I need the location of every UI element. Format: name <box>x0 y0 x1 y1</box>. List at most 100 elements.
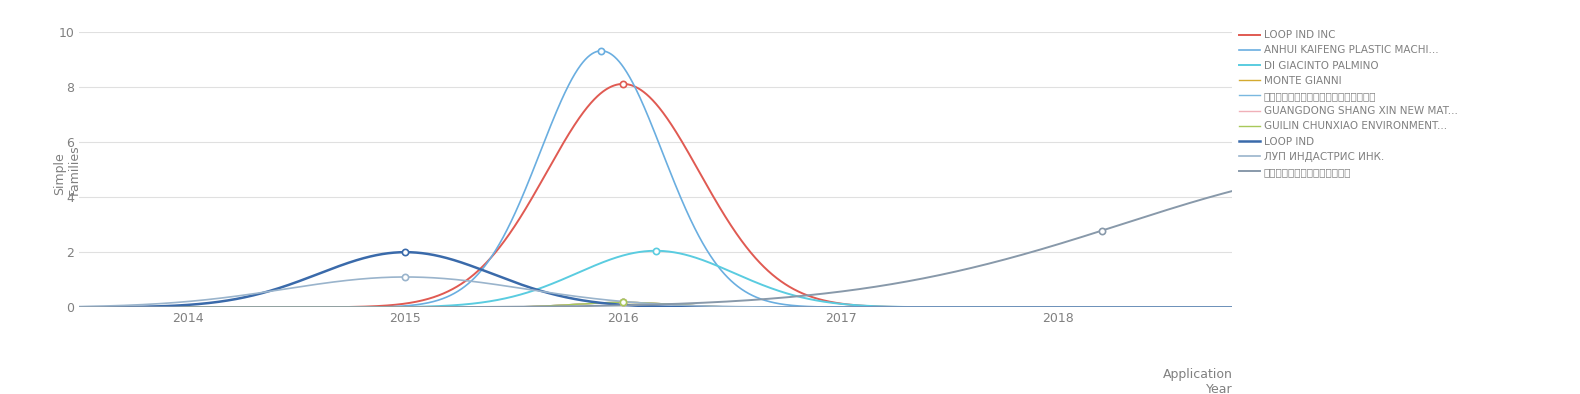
MONTE GIANNI <box>1223 305 1242 310</box>
江门市新会区双水益浩经济发展有限公司 <box>1223 305 1242 310</box>
ANHUI KAIFENG PLASTIC MACHI... <box>1104 305 1123 310</box>
DI GIACINTO PALMINO <box>205 305 224 310</box>
ЛУП ИНДАСТРИС ИНК. <box>561 293 580 298</box>
DI GIACINTO PALMINO <box>812 299 831 304</box>
MONTE GIANNI <box>1104 305 1123 310</box>
ループインダストリーズインク <box>784 294 803 299</box>
ЛУП ИНДАСТРИС ИНК. <box>205 296 224 301</box>
ЛУП ИНДАСТРИС ИНК. <box>1104 305 1123 310</box>
Y-axis label: Simple
Families: Simple Families <box>52 144 81 195</box>
MONTE GIANNI <box>561 302 580 307</box>
DI GIACINTO PALMINO <box>175 305 194 310</box>
ANHUI KAIFENG PLASTIC MACHI... <box>1223 305 1242 310</box>
ЛУП ИНДАСТРИС ИНК. <box>175 299 194 304</box>
Line: LOOP IND: LOOP IND <box>79 252 1232 307</box>
GUANGDONG SHANG XIN NEW MAT... <box>812 305 831 310</box>
LOOP IND <box>1104 305 1123 310</box>
LOOP IND INC <box>1223 305 1242 310</box>
LOOP IND INC <box>1104 305 1123 310</box>
GUANGDONG SHANG XIN NEW MAT... <box>1104 305 1123 310</box>
GUILIN CHUNXIAO ENVIRONMENT... <box>785 305 804 310</box>
ANHUI KAIFENG PLASTIC MACHI... <box>785 303 804 308</box>
GUILIN CHUNXIAO ENVIRONMENT... <box>1223 305 1242 310</box>
GUILIN CHUNXIAO ENVIRONMENT... <box>812 305 831 310</box>
GUANGDONG SHANG XIN NEW MAT... <box>785 305 804 310</box>
GUANGDONG SHANG XIN NEW MAT... <box>175 305 194 310</box>
LOOP IND <box>205 300 224 305</box>
ЛУП ИНДАСТРИС ИНК. <box>785 305 804 310</box>
ANHUI KAIFENG PLASTIC MACHI... <box>561 81 580 85</box>
LOOP IND INC <box>561 130 580 135</box>
ループインダストリーズインク <box>175 305 194 310</box>
ЛУП ИНДАСТРИС ИНК. <box>1223 305 1242 310</box>
LOOP IND <box>561 296 580 301</box>
Line: GUANGDONG SHANG XIN NEW MAT...: GUANGDONG SHANG XIN NEW MAT... <box>79 302 1232 307</box>
ЛУП ИНДАСТРИС ИНК. <box>397 275 416 279</box>
GUANGDONG SHANG XIN NEW MAT... <box>1223 305 1242 310</box>
ANHUI KAIFENG PLASTIC MACHI... <box>175 305 194 310</box>
Line: ループインダストリーズインク: ループインダストリーズインク <box>79 191 1232 307</box>
GUILIN CHUNXIAO ENVIRONMENT... <box>70 305 88 310</box>
ループインダストリーズインク <box>811 292 830 296</box>
江门市新会区双水益浩经济发展有限公司 <box>70 305 88 310</box>
DI GIACINTO PALMINO <box>70 305 88 310</box>
LOOP IND <box>70 305 88 310</box>
ループインダストリーズインク <box>205 305 224 310</box>
GUANGDONG SHANG XIN NEW MAT... <box>70 305 88 310</box>
DI GIACINTO PALMINO <box>561 274 580 279</box>
ループインダストリーズインク <box>70 305 88 310</box>
GUANGDONG SHANG XIN NEW MAT... <box>613 300 632 305</box>
DI GIACINTO PALMINO <box>785 293 804 298</box>
DI GIACINTO PALMINO <box>646 249 665 253</box>
GUILIN CHUNXIAO ENVIRONMENT... <box>205 305 224 310</box>
MONTE GIANNI <box>812 305 831 310</box>
DI GIACINTO PALMINO <box>1104 305 1123 310</box>
江门市新会区双水益浩经济发展有限公司 <box>205 305 224 310</box>
MONTE GIANNI <box>613 300 632 305</box>
LOOP IND <box>785 305 804 310</box>
Line: ANHUI KAIFENG PLASTIC MACHI...: ANHUI KAIFENG PLASTIC MACHI... <box>79 51 1232 307</box>
江门市新会区双水益浩经济发展有限公司 <box>561 302 580 307</box>
Line: DI GIACINTO PALMINO: DI GIACINTO PALMINO <box>79 251 1232 307</box>
LOOP IND <box>397 250 416 255</box>
ЛУП ИНДАСТРИС ИНК. <box>812 305 831 310</box>
LOOP IND INC <box>175 305 194 310</box>
ANHUI KAIFENG PLASTIC MACHI... <box>205 305 224 310</box>
GUANGDONG SHANG XIN NEW MAT... <box>561 302 580 307</box>
ANHUI KAIFENG PLASTIC MACHI... <box>592 48 611 53</box>
LOOP IND <box>1223 305 1242 310</box>
Line: GUILIN CHUNXIAO ENVIRONMENT...: GUILIN CHUNXIAO ENVIRONMENT... <box>79 302 1232 307</box>
GUANGDONG SHANG XIN NEW MAT... <box>205 305 224 310</box>
江门市新会区双水益浩经济发展有限公司 <box>1104 305 1123 310</box>
ANHUI KAIFENG PLASTIC MACHI... <box>812 305 831 309</box>
江门市新会区双水益浩经济发展有限公司 <box>613 300 632 305</box>
Legend: LOOP IND INC, ANHUI KAIFENG PLASTIC MACHI..., DI GIACINTO PALMINO, MONTE GIANNI,: LOOP IND INC, ANHUI KAIFENG PLASTIC MACH… <box>1234 26 1462 181</box>
GUILIN CHUNXIAO ENVIRONMENT... <box>561 302 580 307</box>
LOOP IND <box>812 305 831 310</box>
ループインダストリーズインク <box>1223 189 1242 193</box>
ЛУП ИНДАСТРИС ИНК. <box>70 304 88 309</box>
江门市新会区双水益浩经济发展有限公司 <box>785 305 804 310</box>
ループインダストリーズインク <box>1103 225 1122 229</box>
MONTE GIANNI <box>785 305 804 310</box>
江门市新会区双水益浩经济发展有限公司 <box>812 305 831 310</box>
LOOP IND INC <box>812 297 831 302</box>
ANHUI KAIFENG PLASTIC MACHI... <box>70 305 88 310</box>
Line: ЛУП ИНДАСТРИС ИНК.: ЛУП ИНДАСТРИС ИНК. <box>79 277 1232 307</box>
GUILIN CHUNXIAO ENVIRONMENT... <box>613 300 632 305</box>
X-axis label: Application
Year: Application Year <box>1163 368 1232 394</box>
LOOP IND INC <box>70 305 88 310</box>
LOOP IND INC <box>785 287 804 292</box>
GUILIN CHUNXIAO ENVIRONMENT... <box>175 305 194 310</box>
ループインダストリーズインク <box>561 304 580 309</box>
Line: 江门市新会区双水益浩经济发展有限公司: 江门市新会区双水益浩经济发展有限公司 <box>79 302 1232 307</box>
Line: MONTE GIANNI: MONTE GIANNI <box>79 302 1232 307</box>
LOOP IND INC <box>205 305 224 310</box>
Line: LOOP IND INC: LOOP IND INC <box>79 84 1232 307</box>
MONTE GIANNI <box>205 305 224 310</box>
MONTE GIANNI <box>70 305 88 310</box>
MONTE GIANNI <box>175 305 194 310</box>
LOOP IND <box>175 303 194 307</box>
LOOP IND INC <box>613 82 632 86</box>
江门市新会区双水益浩经济发展有限公司 <box>175 305 194 310</box>
